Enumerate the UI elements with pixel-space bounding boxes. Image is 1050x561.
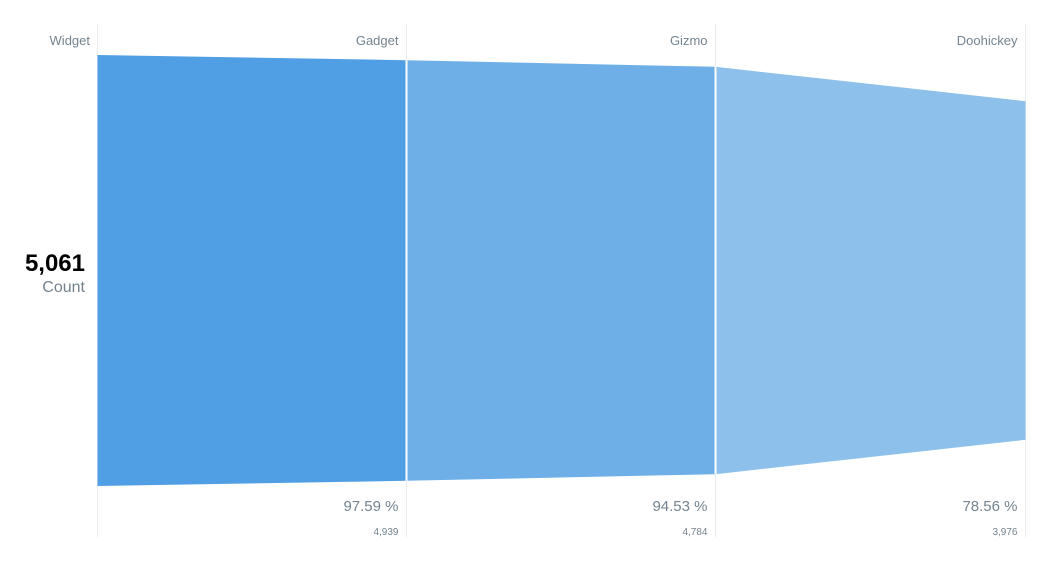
step-count-label: 4,939 [373,527,398,538]
step-name-gizmo: Gizmo [670,33,708,48]
funnel-segment-doohickey [715,66,1026,475]
step-name-widget: Widget [50,33,91,48]
step-percent-label: 97.59 % [343,498,398,515]
step-name-doohickey: Doohickey [957,33,1018,48]
step-percent-label: 94.53 % [652,498,707,515]
step-name-labels: Widget Gadget Gizmo Doohickey [50,33,1018,48]
funnel-segment-gizmo [406,60,716,481]
step-name-gadget: Gadget [356,33,399,48]
step-percent-label: 78.56 % [962,498,1017,515]
metric-label: Count [42,279,85,296]
step-value-labels: 97.59 % 4,939 94.53 % 4,784 78.56 % 3,976 [343,498,1017,538]
step-count-label: 4,784 [682,527,707,538]
funnel-segments [97,55,1026,486]
funnel-segment-gadget [97,55,407,486]
first-step-value: 5,061 [25,250,85,277]
step-count-label: 3,976 [992,527,1017,538]
